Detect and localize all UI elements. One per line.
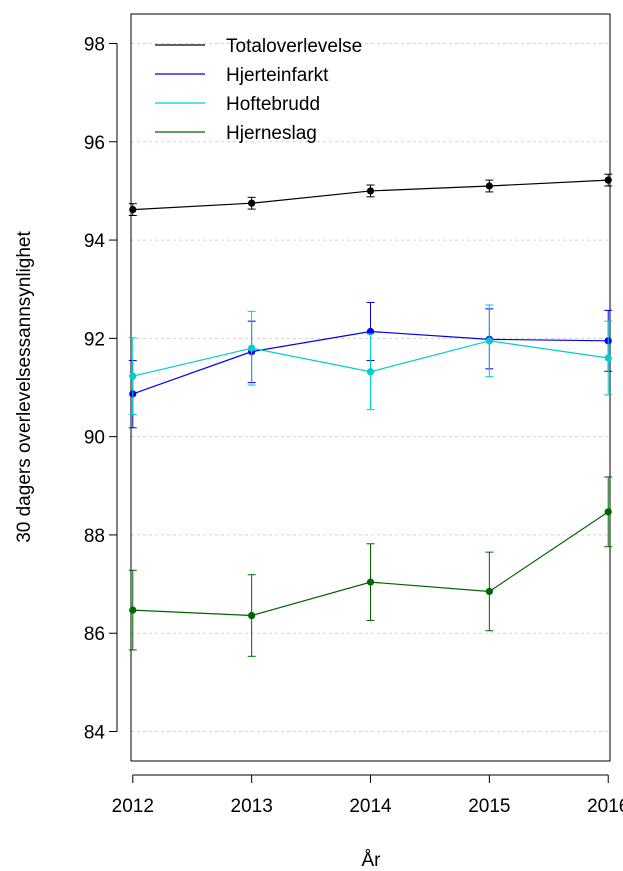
y-tick-label: 96 bbox=[84, 133, 105, 154]
data-point bbox=[366, 187, 375, 195]
data-point bbox=[485, 182, 493, 190]
plot-frame bbox=[130, 13, 611, 762]
x-tick-label: 2015 bbox=[468, 796, 510, 817]
data-point bbox=[604, 354, 612, 362]
y-tick-label: 86 bbox=[84, 624, 105, 645]
series-group bbox=[128, 476, 613, 657]
legend-label: Totaloverlevelse bbox=[226, 36, 362, 57]
y-axis: 84 86 88 90 92 94 96 98 bbox=[84, 34, 118, 744]
data-point bbox=[129, 606, 137, 614]
legend: Totaloverlevelse Hjerteinfarkt Hoftebrudd H… bbox=[155, 36, 362, 144]
y-axis-label: 30 dagers overlevelsessannsynlighet bbox=[14, 230, 35, 542]
data-point bbox=[248, 199, 256, 207]
grid-lines bbox=[131, 42, 610, 733]
series-group bbox=[128, 304, 613, 416]
series-group bbox=[128, 173, 613, 216]
data-point bbox=[485, 337, 493, 345]
y-tick-label: 92 bbox=[84, 329, 105, 350]
data-point bbox=[129, 372, 137, 380]
x-tick-label: 2012 bbox=[112, 796, 154, 817]
data-point bbox=[366, 368, 375, 376]
legend-label: Hjerneslag bbox=[226, 123, 317, 144]
x-axis: 2012 2013 2014 2015 2016 bbox=[112, 774, 623, 817]
data-point bbox=[366, 327, 375, 336]
data-point bbox=[604, 508, 612, 516]
x-tick-label: 2014 bbox=[349, 796, 392, 817]
series-layer bbox=[128, 173, 613, 657]
x-tick-label: 2016 bbox=[587, 796, 623, 817]
y-tick-label: 88 bbox=[84, 526, 105, 547]
legend-label: Hoftebrudd bbox=[226, 94, 320, 115]
x-axis-label: År bbox=[362, 850, 382, 871]
legend-label: Hjerteinfarkt bbox=[226, 65, 329, 86]
data-point bbox=[248, 344, 256, 352]
x-tick-label: 2013 bbox=[231, 796, 273, 817]
data-point bbox=[248, 611, 256, 620]
data-point bbox=[129, 205, 137, 214]
y-tick-label: 94 bbox=[84, 231, 106, 252]
y-tick-label: 90 bbox=[84, 428, 105, 449]
data-point bbox=[485, 587, 493, 596]
data-point bbox=[366, 578, 375, 586]
y-tick-label: 98 bbox=[84, 34, 105, 55]
y-tick-label: 84 bbox=[84, 723, 106, 744]
data-point bbox=[604, 176, 612, 184]
